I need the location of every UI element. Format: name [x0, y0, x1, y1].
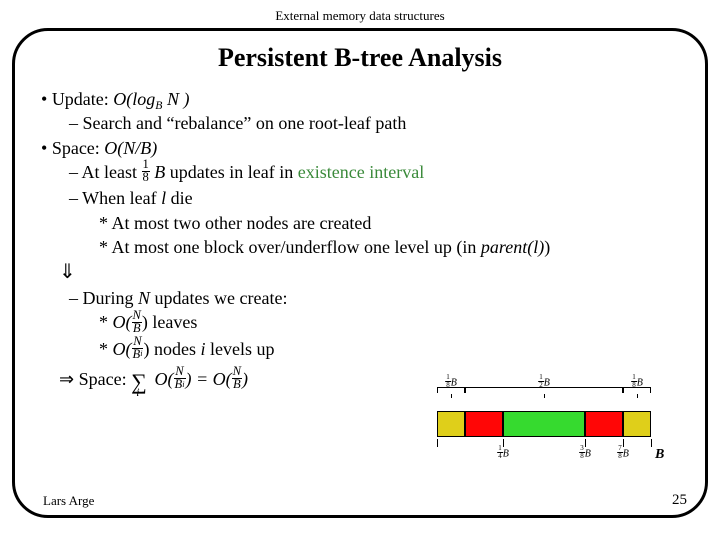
update-label: Update: [52, 89, 109, 109]
final-O1: O( [155, 369, 174, 389]
final-mid: ) = O( [186, 369, 232, 389]
during-post: updates we create: [150, 288, 287, 308]
bullet-during: – During N updates we create: [69, 286, 685, 310]
during-pre: – During [69, 288, 138, 308]
diagram-tick [437, 439, 438, 447]
s2-post: die [166, 188, 193, 208]
bullet-space-die-a: * At most two other nodes are created [99, 211, 685, 235]
slide-header: External memory data structures [0, 0, 720, 28]
during-N: N [138, 288, 150, 308]
bullet-space-die-b: * At most one block over/underflow one l… [99, 235, 685, 259]
frac-final-1: NBi [174, 366, 186, 391]
bracket-label: 12B [538, 376, 550, 390]
slide-content: • Update: O(logB N ) – Search and “rebal… [41, 87, 685, 393]
tick-label: 14B [497, 447, 509, 461]
db-post: ) nodes [143, 339, 200, 359]
s2b-pre: * At most one block over/underflow one l… [99, 237, 481, 257]
s2b-parent: parent [481, 237, 527, 257]
diagram-bracket: 12B [465, 387, 623, 393]
diagram-segment [503, 411, 585, 437]
tick-label: 38B [579, 447, 591, 461]
s1-B: B [150, 162, 170, 182]
slide-title: Persistent B-tree Analysis [15, 43, 705, 73]
footer-page-number: 25 [672, 492, 687, 509]
tick-label: 78B [617, 447, 629, 461]
footer-author: Lars Arge [43, 493, 94, 509]
tick-label: B [655, 447, 664, 463]
existence-interval: existence interval [298, 162, 424, 182]
space-label: Space: [52, 138, 100, 158]
bullet-during-nodes: * O(NBi) nodes i levels up [99, 337, 685, 363]
space-expr: O(N/B) [104, 138, 157, 158]
update-expr-pre: O(log [113, 89, 155, 109]
frac-final-2: NB [232, 366, 242, 391]
diagram-segment [465, 411, 503, 437]
diagram-top-brackets: 18B12B18B [437, 387, 685, 407]
diagram-tick [585, 439, 586, 447]
update-expr-sub: B [155, 99, 162, 112]
diagram-tick [503, 439, 504, 447]
diagram-segment [437, 411, 465, 437]
da-O: O( [113, 312, 132, 332]
da-post: ) leaves [142, 312, 197, 332]
sum-sub: i [136, 386, 139, 399]
diagram-bar [437, 411, 657, 437]
diagram-bracket: 18B [437, 387, 465, 393]
bullet-during-leaves: * O(NB) leaves [99, 310, 685, 336]
update-expr-post: N ) [162, 89, 189, 109]
bullet-space: • Space: O(N/B) [41, 136, 685, 160]
bracket-label: 18B [631, 376, 643, 390]
diagram-tick [623, 439, 624, 447]
db-O: O( [113, 339, 132, 359]
diagram-segment [585, 411, 623, 437]
da-pre: * [99, 312, 113, 332]
bullet-space-die: – When leaf l die [69, 186, 685, 210]
db-post2: levels up [206, 339, 275, 359]
update-expr: O(logB N ) [113, 89, 189, 109]
s1-posta: updates in leaf in [170, 162, 298, 182]
frac-1-8: 18 [142, 159, 150, 184]
frac-N-Bi: NBi [132, 336, 144, 361]
bullet-update-detail: – Search and “rebalance” on one root-lea… [69, 111, 685, 135]
frac-N-B-a: NB [132, 310, 142, 335]
bracket-label: 18B [445, 376, 457, 390]
s2b-post: ) [544, 237, 550, 257]
s1-pre: – At least [69, 162, 142, 182]
db-pre: * [99, 339, 113, 359]
final-label: Space: [79, 369, 131, 389]
diagram-bracket: 18B [623, 387, 651, 393]
bullet-space-atleast: – At least 18 B updates in leaf in exist… [69, 160, 685, 186]
s2b-l: (l) [527, 237, 544, 257]
diagram-segment [623, 411, 651, 437]
b-tree-diagram: 18B12B18B 14B 38B 78B B [437, 385, 685, 467]
s2-pre: – When leaf [69, 188, 161, 208]
slide-frame: Persistent B-tree Analysis • Update: O(l… [12, 28, 708, 518]
final-end: ) [242, 369, 248, 389]
bullet-update: • Update: O(logB N ) [41, 87, 685, 111]
down-arrow-icon: ⇓ [59, 259, 685, 286]
diagram-tick [651, 439, 652, 447]
